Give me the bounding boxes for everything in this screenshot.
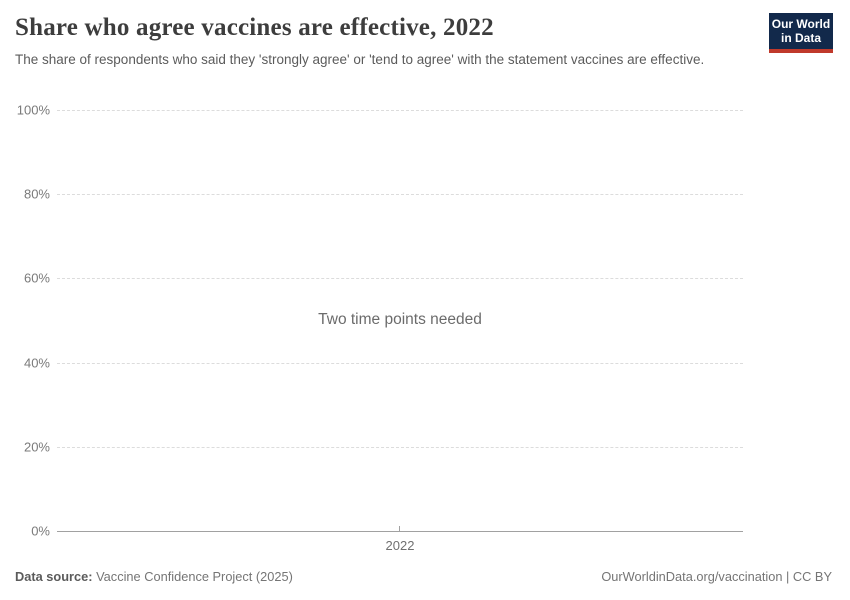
owid-logo-line1: Our World xyxy=(771,17,831,31)
y-tick-label-80: 80% xyxy=(23,186,50,202)
footer-license-link[interactable]: OurWorldinData.org/vaccination | CC BY xyxy=(601,569,832,584)
chart-title: Share who agree vaccines are effective, … xyxy=(15,14,494,41)
gridline-20 xyxy=(57,447,743,448)
owid-logo-line2: in Data xyxy=(780,30,821,45)
chart-footer: Data source: Vaccine Confidence Project … xyxy=(15,569,832,584)
x-axis-line xyxy=(57,531,743,532)
y-tick-label-20: 20% xyxy=(23,439,50,455)
data-source-line: Data source: Vaccine Confidence Project … xyxy=(15,569,293,584)
x-tick-label-2022: 2022 xyxy=(385,538,415,553)
gridline-60 xyxy=(57,278,743,279)
empty-state-message: Two time points needed xyxy=(318,311,482,328)
owid-logo[interactable]: Our World in Data xyxy=(769,13,833,53)
gridline-100 xyxy=(57,110,743,111)
gridline-80 xyxy=(57,194,743,195)
y-tick-label-40: 40% xyxy=(23,355,50,371)
data-source-value[interactable]: Vaccine Confidence Project (2025) xyxy=(96,569,293,584)
x-axis-tick-mark xyxy=(399,526,400,531)
gridline-40 xyxy=(57,363,743,364)
y-tick-label-60: 60% xyxy=(23,270,50,286)
chart-subtitle: The share of respondents who said they '… xyxy=(15,52,705,67)
y-tick-label-100: 100% xyxy=(16,102,50,118)
data-source-label: Data source: xyxy=(15,569,93,584)
y-tick-label-0: 0% xyxy=(31,523,50,539)
